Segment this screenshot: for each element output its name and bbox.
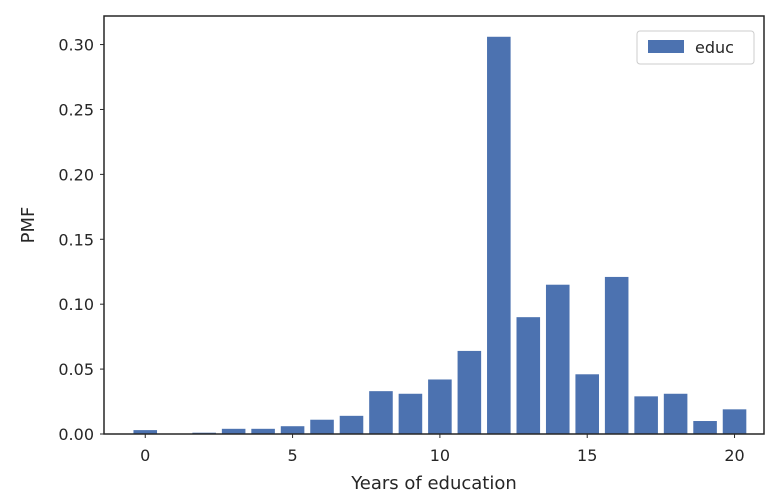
y-axis-ticks: 0.00 0.05 0.10 0.15 0.20 0.25 0.30 — [58, 36, 104, 444]
legend: educ — [636, 30, 755, 65]
x-tick-label: 5 — [287, 446, 297, 465]
y-tick-label: 0.00 — [58, 425, 94, 444]
x-tick-label: 20 — [724, 446, 744, 465]
y-tick-label: 0.25 — [58, 100, 94, 119]
bar — [457, 350, 482, 434]
bar — [722, 409, 747, 434]
x-axis-title: Years of education — [350, 473, 517, 494]
bar — [310, 419, 334, 434]
bar — [663, 393, 688, 434]
y-axis-title: PMF — [18, 207, 39, 244]
x-tick-label: 15 — [577, 446, 597, 465]
bar-series-educ — [133, 36, 747, 435]
bar — [221, 428, 246, 434]
x-tick-label: 10 — [430, 446, 450, 465]
x-tick-label: 0 — [140, 446, 150, 465]
legend-box — [636, 30, 755, 65]
bar — [280, 426, 305, 434]
bar — [428, 379, 452, 434]
y-tick-label: 0.30 — [58, 36, 94, 55]
bar — [634, 396, 658, 434]
legend-swatch-educ — [648, 40, 684, 53]
y-tick-label: 0.20 — [58, 165, 94, 184]
bar — [339, 415, 364, 434]
bar — [545, 284, 570, 434]
bar — [251, 428, 275, 434]
legend-label-educ: educ — [695, 38, 734, 57]
bar — [516, 317, 541, 434]
x-axis-ticks: 0 5 10 15 20 — [140, 434, 745, 465]
bar — [487, 36, 511, 435]
bar — [693, 421, 717, 434]
bar — [369, 391, 393, 434]
y-tick-label: 0.15 — [58, 230, 94, 249]
axes-frame — [103, 15, 765, 435]
bar — [133, 430, 158, 434]
bar — [575, 374, 599, 434]
bar — [398, 393, 423, 434]
y-tick-label: 0.05 — [58, 360, 94, 379]
bar — [604, 276, 629, 434]
y-tick-label: 0.10 — [58, 295, 94, 314]
